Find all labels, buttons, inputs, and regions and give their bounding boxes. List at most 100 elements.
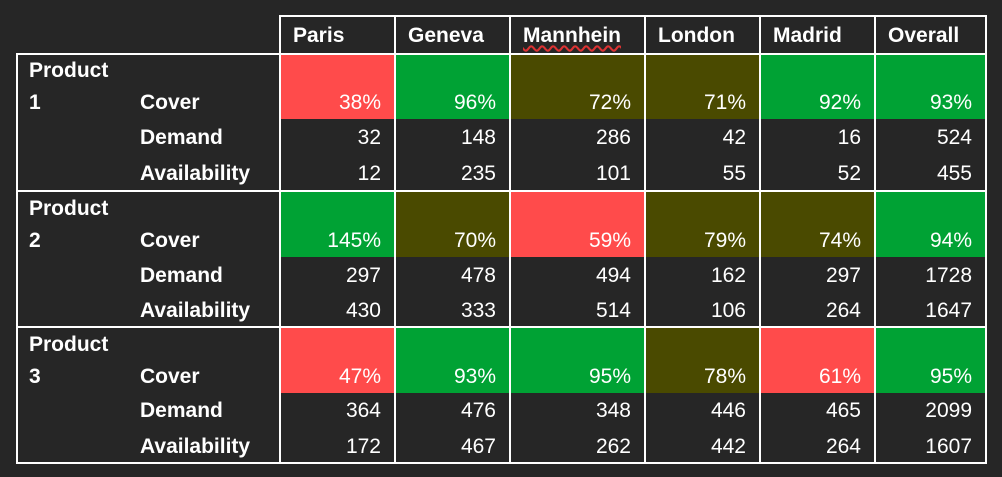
blank-cell (16, 293, 130, 327)
blank-cell (16, 257, 130, 293)
availability-cell: 101 (595, 162, 631, 185)
header-blank (16, 16, 130, 54)
grid-line (874, 15, 876, 464)
blank-cell (16, 429, 130, 463)
metric-label-availability: Availability (140, 299, 251, 322)
cover-cell: 96% (395, 54, 510, 119)
demand-cell: 162 (710, 264, 746, 287)
grid-line (279, 15, 281, 464)
product-label: Product 3 (16, 328, 130, 393)
cover-cell: 93% (395, 328, 510, 393)
cover-cell: 71% (645, 54, 760, 119)
demand-cell: 286 (595, 126, 631, 149)
metric-label-cover: Cover (140, 365, 200, 388)
header-city-mannhein-text: Mannhein (523, 24, 621, 47)
cover-cell: 70% (395, 192, 510, 257)
availability-cell: 262 (595, 435, 631, 458)
grid-line (16, 326, 986, 328)
table-row-product-2-cover: Product 2 Cover 145% 70% 59% 79% 74% 94% (0, 192, 1002, 257)
grid-line (985, 15, 987, 464)
demand-cell: 465 (825, 399, 861, 422)
blank-cell (16, 155, 130, 190)
demand-cell: 524 (936, 126, 972, 149)
availability-cell: 264 (825, 435, 861, 458)
cover-cell: 94% (875, 192, 986, 257)
header-row: Paris Geneva Mannhein London Madrid Over… (0, 16, 1002, 54)
metric-label-cover: Cover (140, 91, 200, 114)
grid-line (16, 462, 986, 464)
cover-cell: 72% (510, 54, 645, 119)
product-label-line1: Product (29, 197, 109, 220)
availability-cell: 106 (710, 299, 746, 322)
demand-cell: 364 (345, 399, 381, 422)
metric-label-demand: Demand (140, 399, 223, 422)
cover-cell: 61% (760, 328, 875, 393)
grid-line (16, 190, 986, 192)
availability-cell: 264 (825, 299, 861, 322)
demand-cell: 2099 (925, 399, 972, 422)
cover-cell: 78% (645, 328, 760, 393)
cover-cell: 93% (875, 54, 986, 119)
grid-line (394, 15, 396, 464)
cover-cell: 47% (280, 328, 395, 393)
grid-line (644, 15, 646, 464)
metric-label-demand: Demand (140, 264, 223, 287)
header-city-london: London (658, 24, 735, 47)
header-overall: Overall (888, 24, 960, 47)
product-label-line2: 3 (29, 365, 41, 388)
header-city-madrid: Madrid (773, 24, 842, 47)
availability-cell: 514 (595, 299, 631, 322)
demand-cell: 297 (345, 264, 381, 287)
grid-line (759, 15, 761, 464)
metric-label-demand: Demand (140, 126, 223, 149)
grid-line (509, 15, 511, 464)
demand-cell: 1728 (925, 264, 972, 287)
cover-cell: 92% (760, 54, 875, 119)
demand-cell: 478 (460, 264, 496, 287)
table-row-product-3-demand: Demand 364 476 348 446 465 2099 (0, 393, 1002, 429)
demand-cell: 32 (357, 126, 381, 149)
metric-label-availability: Availability (140, 435, 251, 458)
availability-cell: 1607 (925, 435, 972, 458)
table-row-product-1-availability: Availability 12 235 101 55 52 455 (0, 155, 1002, 190)
blank-cell (16, 393, 130, 429)
grid-line (16, 53, 18, 464)
table-row-product-2-demand: Demand 297 478 494 162 297 1728 (0, 257, 1002, 293)
cover-cell: 74% (760, 192, 875, 257)
availability-cell: 55 (722, 162, 746, 185)
availability-cell: 1647 (925, 299, 972, 322)
cover-cell: 59% (510, 192, 645, 257)
cover-cell: 145% (280, 192, 395, 257)
table-row-product-3-availability: Availability 172 467 262 442 264 1607 (0, 429, 1002, 463)
blank-cell (16, 119, 130, 155)
product-label-line2: 2 (29, 229, 41, 252)
product-label-line1: Product (29, 59, 109, 82)
demand-cell: 446 (710, 399, 746, 422)
demand-cell: 348 (595, 399, 631, 422)
cover-cell: 95% (510, 328, 645, 393)
cover-cell: 79% (645, 192, 760, 257)
demand-cell: 494 (595, 264, 631, 287)
availability-cell: 467 (460, 435, 496, 458)
demand-cell: 476 (460, 399, 496, 422)
product-label: Product 1 (16, 54, 130, 119)
demand-cell: 16 (837, 126, 861, 149)
product-label-line1: Product (29, 333, 109, 356)
demand-cell: 148 (460, 126, 496, 149)
header-blank (130, 16, 280, 54)
header-city-paris: Paris (293, 24, 345, 47)
header-city-geneva: Geneva (408, 24, 484, 47)
availability-cell: 442 (710, 435, 746, 458)
availability-cell: 12 (357, 162, 381, 185)
availability-cell: 172 (345, 435, 381, 458)
demand-cell: 297 (825, 264, 861, 287)
table-row-product-1-cover: Product 1 Cover 38% 96% 72% 71% 92% 93% (0, 54, 1002, 119)
demand-cell: 42 (722, 126, 746, 149)
table-row-product-3-cover: Product 3 Cover 47% 93% 95% 78% 61% 95% (0, 328, 1002, 393)
product-label-line2: 1 (29, 91, 41, 114)
product-label: Product 2 (16, 192, 130, 257)
header-city-mannhein: Mannhein (510, 16, 645, 54)
metric-label-cover: Cover (140, 229, 200, 252)
availability-cell: 333 (460, 299, 496, 322)
availability-cell: 455 (936, 162, 972, 185)
